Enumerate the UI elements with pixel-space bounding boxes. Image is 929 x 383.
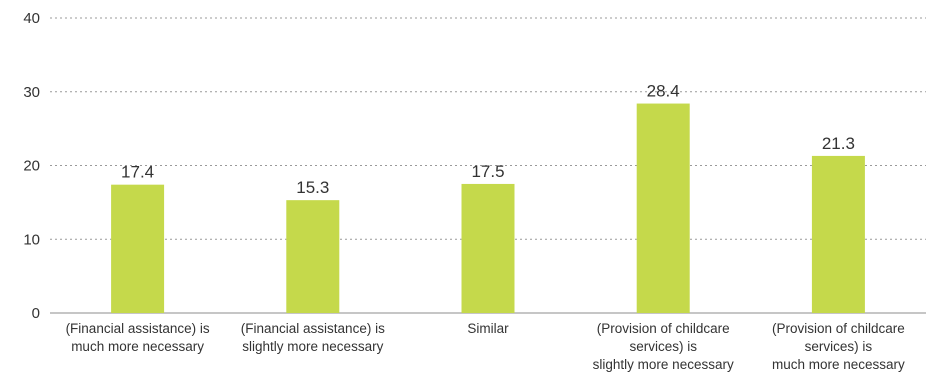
category-label-line: slightly more necessary xyxy=(593,357,734,372)
category-label-line: (Provision of childcare xyxy=(597,321,730,336)
category-label-line: services) is xyxy=(629,339,697,354)
bar xyxy=(636,103,690,313)
y-tick-label: 40 xyxy=(23,10,40,27)
bar xyxy=(111,184,165,313)
y-tick-label: 30 xyxy=(23,84,40,101)
y-tick-label: 10 xyxy=(23,231,40,248)
category-label: Similar xyxy=(467,321,509,336)
category-label-line: (Provision of childcare xyxy=(772,321,905,336)
category-label-line: (Financial assistance) is xyxy=(66,321,210,336)
bar xyxy=(286,200,340,313)
category-label: (Provision of childcare services) is sligh… xyxy=(593,321,734,372)
bars xyxy=(111,103,865,313)
value-labels: 17.4 15.3 17.5 28.4 21.3 xyxy=(121,82,855,198)
bar xyxy=(811,155,865,313)
y-tick-label: 20 xyxy=(23,158,40,175)
category-label: (Provision of childcare services) is much … xyxy=(772,321,905,372)
y-tick-label: 0 xyxy=(32,305,40,322)
category-labels: (Financial assistance) is much more neces… xyxy=(66,321,905,372)
y-axis-ticks: 0 10 20 30 40 xyxy=(23,10,40,322)
category-label: (Financial assistance) is much more neces… xyxy=(66,321,210,354)
category-label-line: services) is xyxy=(805,339,873,354)
data-label: 17.5 xyxy=(471,162,504,181)
category-label-line: Similar xyxy=(467,321,509,336)
category-label-line: (Financial assistance) is xyxy=(241,321,385,336)
category-label: (Financial assistance) is slightly more n… xyxy=(241,321,385,354)
category-label-line: much more necessary xyxy=(772,357,905,372)
category-label-line: much more necessary xyxy=(71,339,204,354)
data-label: 28.4 xyxy=(647,82,680,101)
data-label: 17.4 xyxy=(121,163,154,182)
data-label: 21.3 xyxy=(822,134,855,153)
data-label: 15.3 xyxy=(296,178,329,197)
category-label-line: slightly more necessary xyxy=(242,339,383,354)
bar xyxy=(461,183,515,313)
